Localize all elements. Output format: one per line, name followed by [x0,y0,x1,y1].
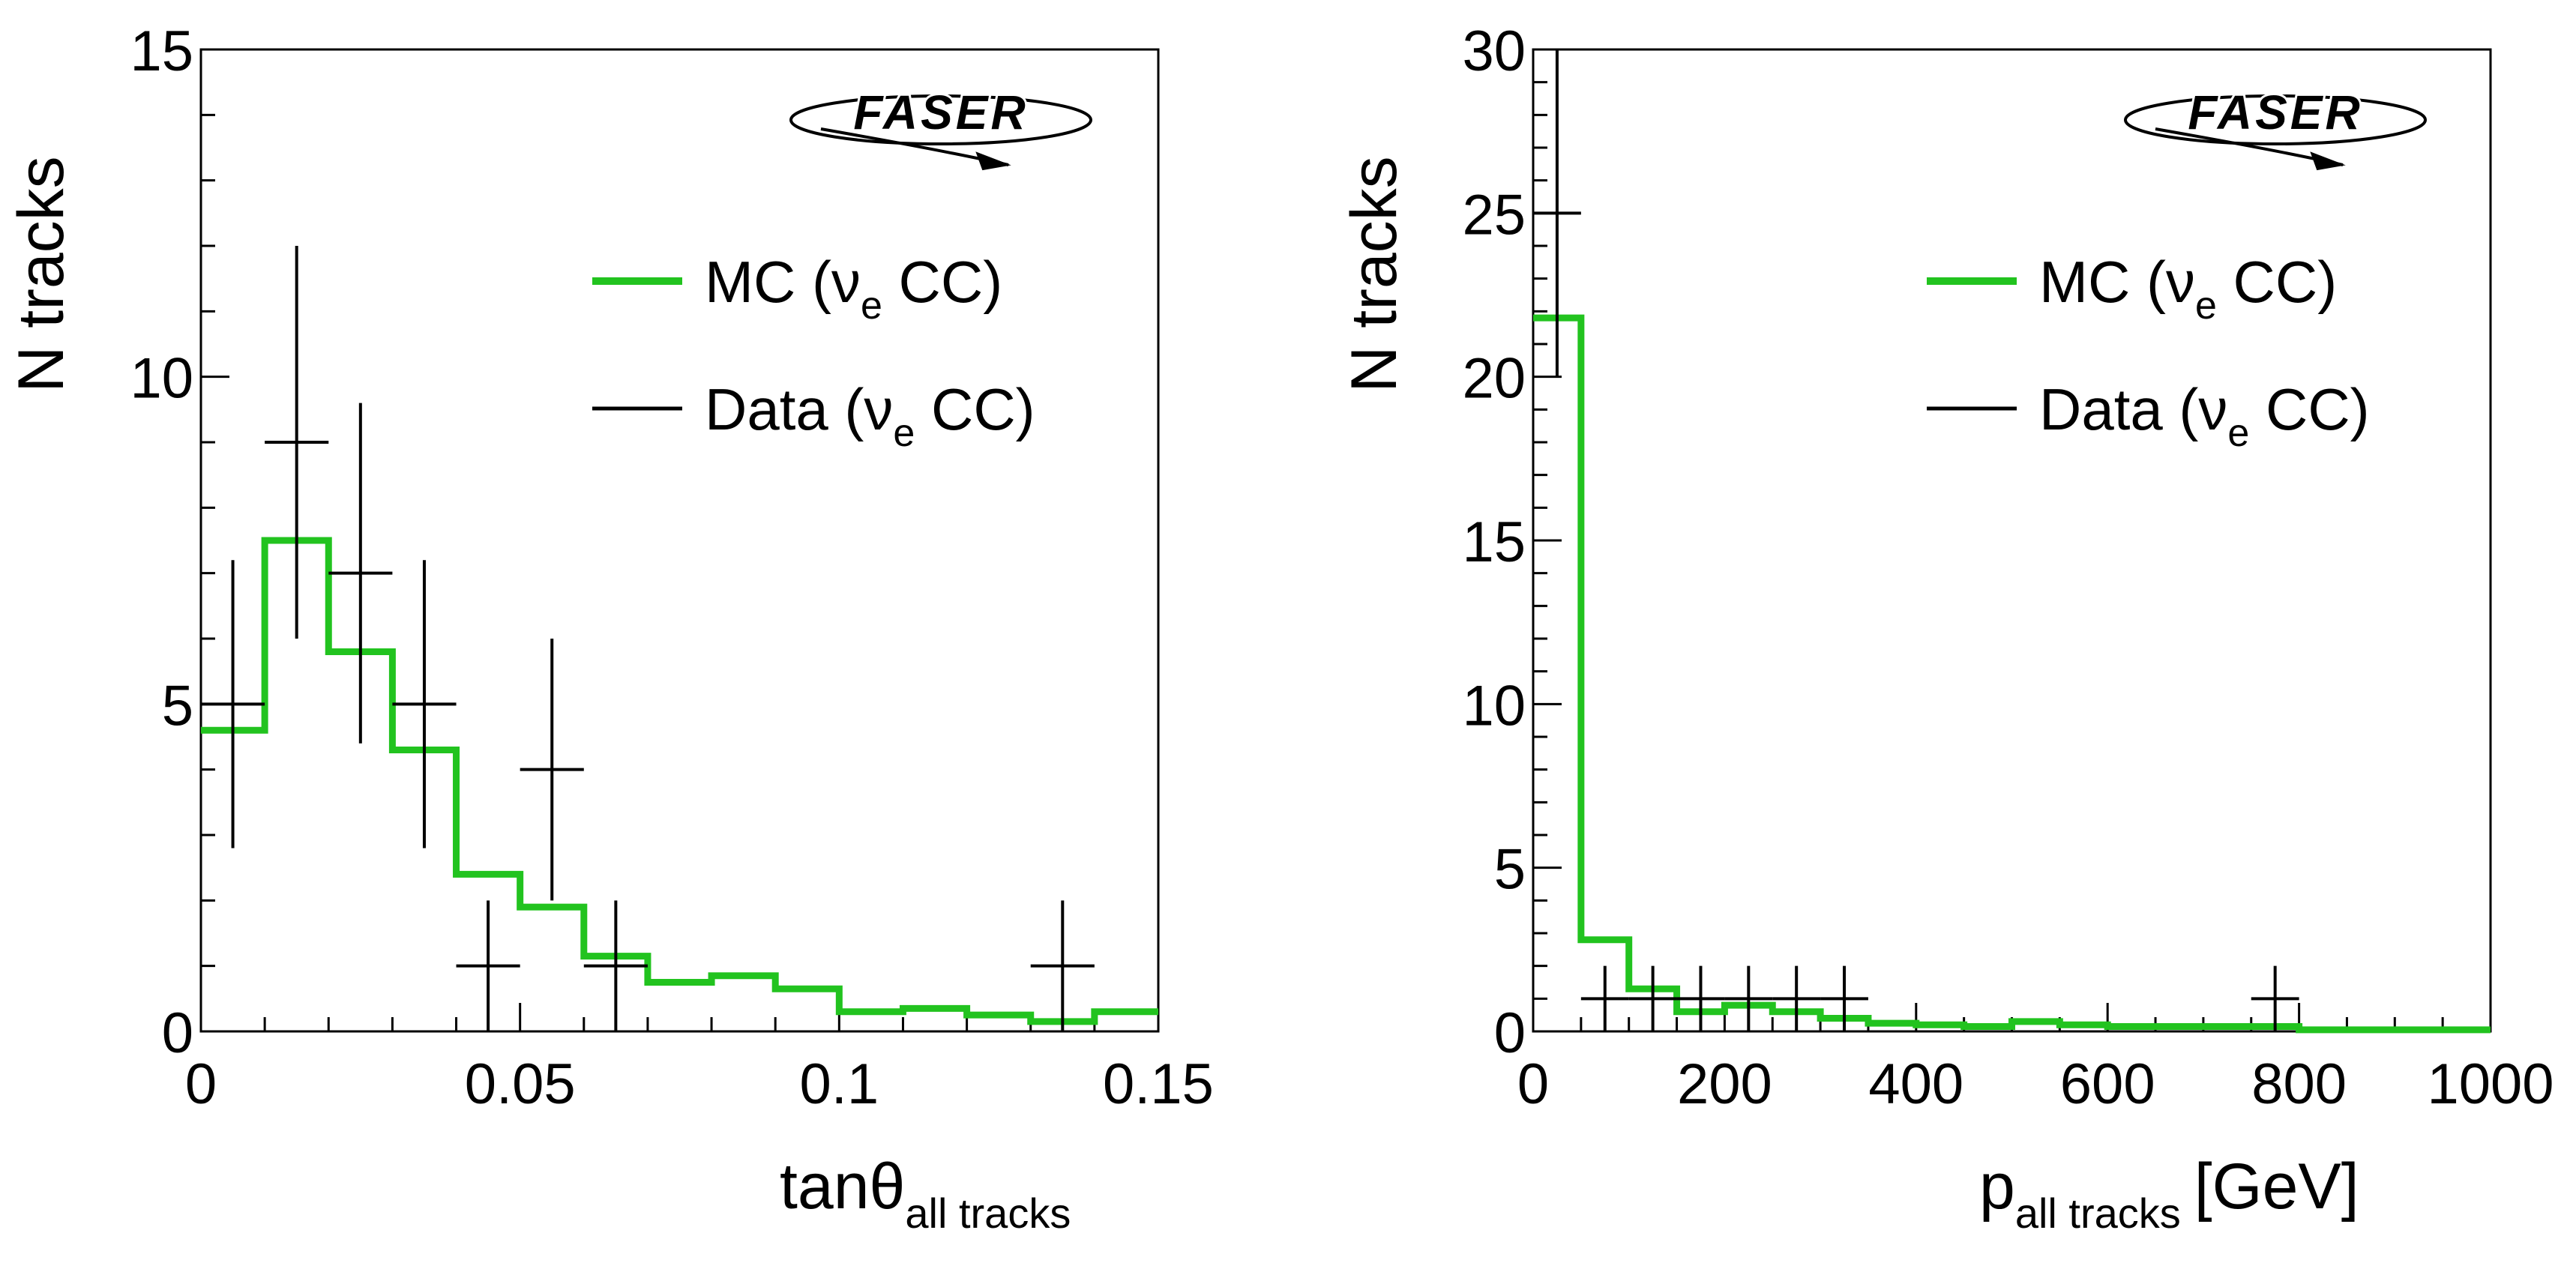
data-point [520,639,584,901]
legend-label: Data (νe CC) [2039,376,2370,455]
panel-right: 0 200 400 600 800 1000 0 5 10 15 20 25 30 N tracks pal… [1338,19,2554,1237]
data-point [2251,965,2299,1031]
logo-text: FASER [853,85,1028,139]
data-point [583,900,648,1031]
legend-label-sub: e [861,284,882,328]
y-tick-label: 30 [1462,19,1526,83]
data-point [1724,965,1773,1031]
data-point [1030,900,1095,1031]
logo-arrow-head [2310,151,2346,171]
legend-label-main: MC (ν [705,249,861,315]
x-axis-title-sub: all tracks [905,1190,1071,1237]
mc-histogram-line [201,537,1158,1025]
legend-label-sub: e [893,412,915,455]
x-axis-title-sub: all tracks [2015,1190,2181,1237]
x-tick-label: 400 [1868,1052,1963,1116]
x-axis-title-unit: [GeV] [2194,1151,2359,1223]
data-point [1628,965,1677,1031]
data-point [1580,965,1629,1031]
plot-frame [1532,48,2492,1033]
legend-label: Data (νe CC) [705,376,1035,455]
logo-text: FASER [2188,85,2362,139]
x-tick-label: 200 [1677,1052,1772,1116]
x-tick-label: 600 [2060,1052,2155,1116]
legend-label-suffix: CC) [882,249,1002,315]
x-tick-label: 0 [1517,1052,1549,1116]
x-axis-title: pall tracks [GeV] [1979,1151,2359,1237]
y-tick-label: 10 [1462,674,1526,738]
legend-label-main: Data (ν [705,376,893,442]
legend-label-main: Data (ν [2039,376,2227,442]
x-axis-title-main: p [1979,1151,2015,1223]
y-tick-label: 5 [162,674,193,738]
y-tick-label: 10 [130,347,193,411]
x-tick-label: 800 [2251,1052,2347,1116]
data-point [1772,965,1821,1031]
faser-logo: FASER [789,83,1092,171]
legend-label-sub: e [2195,284,2217,328]
data-point [456,900,520,1031]
x-axis-title-main: tanθ [780,1151,905,1223]
data-point [328,403,393,744]
y-tick-label: 0 [162,1001,193,1065]
data-point [201,560,265,848]
legend-label-suffix: CC) [2249,376,2369,442]
faser-logo: FASER [2124,83,2427,171]
y-tick-label: 15 [130,19,193,83]
x-tick-label: 0.1 [800,1052,879,1116]
x-tick-label: 0.15 [1103,1052,1214,1116]
legend-label-main: MC (ν [2039,249,2195,315]
y-axis-title: N tracks [1338,156,1410,392]
data-point [392,560,457,848]
logo-ellipse [2124,94,2427,145]
x-tick-label: 0 [185,1052,217,1116]
legend-label-sub: e [2227,412,2249,455]
legend-label: MC (νe CC) [2039,249,2337,328]
plot-frame [199,48,1160,1033]
legend-label-suffix: CC) [2217,249,2337,315]
legend-label: MC (νe CC) [705,249,1002,328]
logo-ellipse [789,94,1092,145]
x-tick-label: 1000 [2427,1052,2554,1116]
y-tick-label: 15 [1462,510,1526,574]
data-point [1820,965,1868,1031]
data-point [265,246,329,639]
legend-label-suffix: CC) [915,376,1035,442]
data-point [1533,49,1581,377]
panel-left: 0 0.05 0.1 0.15 0 5 10 15 N tracks tanθall tracks… [5,19,1214,1237]
y-tick-label: 20 [1462,347,1526,411]
y-tick-label: 25 [1462,183,1526,247]
y-axis-title: N tracks [5,156,77,392]
y-tick-label: 5 [1494,838,1526,902]
data-point [1676,965,1725,1031]
y-tick-label: 0 [1494,1001,1526,1065]
x-tick-label: 0.05 [465,1052,576,1116]
x-axis-title: tanθall tracks [780,1151,1071,1237]
logo-arrow-head [975,151,1011,171]
